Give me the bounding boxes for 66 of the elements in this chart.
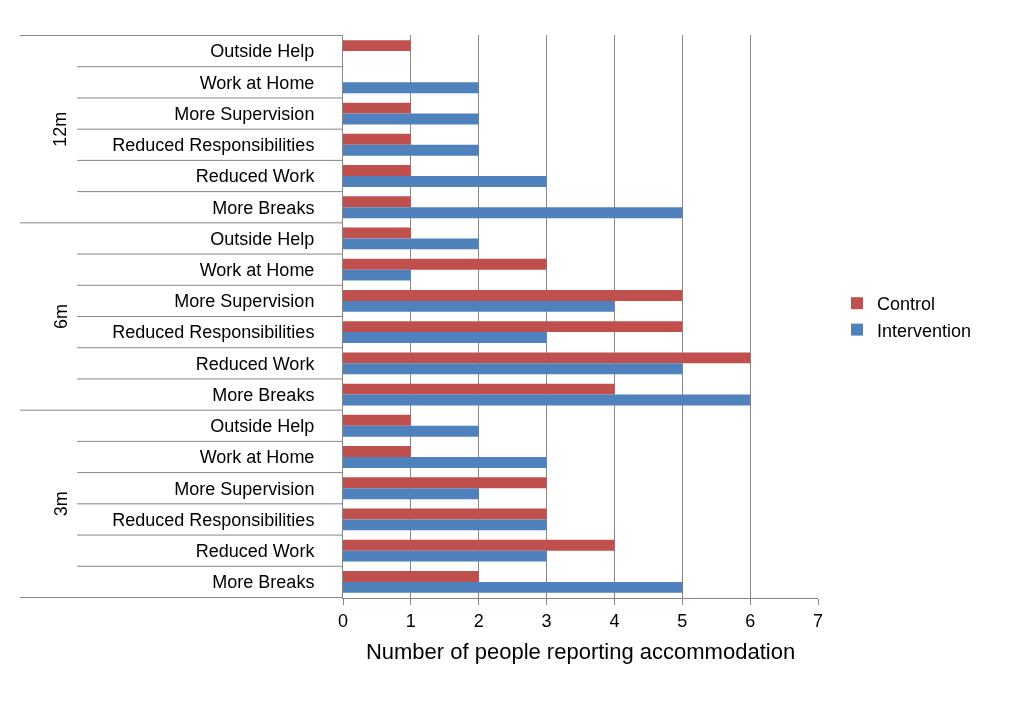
bar <box>343 102 411 114</box>
x-tick-label: 4 <box>609 610 620 631</box>
bar <box>343 477 547 489</box>
y-tick-label: More Supervision <box>174 478 315 499</box>
bar <box>343 352 751 364</box>
bar <box>343 289 683 301</box>
bar <box>343 269 411 281</box>
bar <box>343 446 411 457</box>
legend-label: Control <box>877 294 936 315</box>
y-tick-label: Reduced Work <box>195 166 316 187</box>
bar <box>343 238 479 250</box>
x-tick-label: 2 <box>473 610 484 631</box>
y-tick-label: Reduced Responsibilities <box>112 135 315 156</box>
bar <box>343 165 411 176</box>
y-tick-label: Work at Home <box>199 259 315 280</box>
y-tick-label: More Supervision <box>174 291 315 312</box>
text: 12m <box>50 111 71 147</box>
bar <box>343 227 411 239</box>
bar <box>343 457 547 468</box>
bar <box>343 144 479 156</box>
bar <box>343 363 683 375</box>
y-tick-label: More Supervision <box>174 103 315 124</box>
bar <box>343 300 615 312</box>
y-tick-label: More Breaks <box>212 384 315 405</box>
y-tick-label: Reduced Responsibilities <box>112 509 315 530</box>
y-tick-label: Reduced Responsibilities <box>112 322 315 343</box>
bar <box>343 321 683 333</box>
bar <box>343 176 547 187</box>
bar <box>343 414 411 426</box>
x-tick-label: 0 <box>337 610 349 631</box>
text: 3m <box>50 491 71 517</box>
bar <box>343 332 547 344</box>
bar <box>343 258 547 270</box>
x-tick-label: 3 <box>541 610 552 631</box>
bar <box>343 207 683 219</box>
y-tick-label: Outside Help <box>210 41 315 62</box>
bar <box>343 570 479 582</box>
text: 6m <box>51 303 71 329</box>
legend-label: Intervention <box>877 320 972 341</box>
bar <box>343 383 615 395</box>
bar <box>343 196 411 208</box>
y-tick-label: Reduced Work <box>195 540 316 561</box>
y-tick-label: More Breaks <box>212 572 315 593</box>
y-tick-label: Reduced Work <box>195 353 316 374</box>
y-tick-label: Work at Home <box>199 72 315 93</box>
bar <box>343 133 411 145</box>
bar <box>343 82 479 94</box>
y-tick-label: Outside Help <box>210 228 315 249</box>
x-tick-label: 6 <box>745 610 756 631</box>
x-tick-label: 1 <box>405 610 416 631</box>
bar <box>343 539 615 551</box>
y-tick-label: More Breaks <box>212 197 315 218</box>
y-tick-label: Outside Help <box>210 416 315 437</box>
x-tick-label: 5 <box>677 610 688 631</box>
bar <box>343 40 411 52</box>
bar <box>343 508 547 520</box>
bar <box>343 550 547 562</box>
bar <box>343 394 751 406</box>
bar <box>343 488 479 500</box>
bar <box>343 581 683 593</box>
x-tick-label: 7 <box>812 610 824 631</box>
bar <box>343 425 479 437</box>
bar <box>343 113 479 125</box>
bar <box>343 519 547 531</box>
x-axis-title: Number of people reporting accommodation <box>365 639 796 665</box>
y-tick-label: Work at Home <box>199 447 315 468</box>
